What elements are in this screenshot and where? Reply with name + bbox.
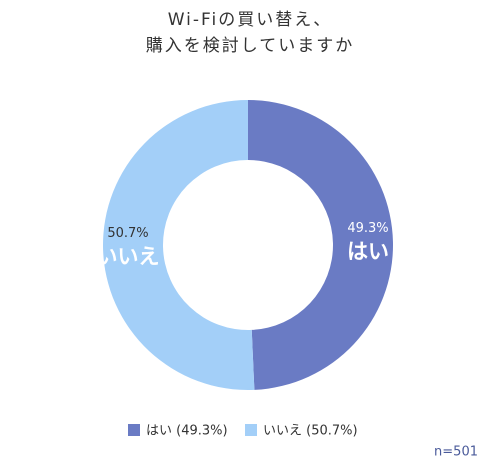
donut-slice [102,100,255,391]
value-label: 50.7% [107,226,148,241]
chart-title: 購入を検討していますか [146,36,355,56]
legend-label: いいえ (50.7%) [263,424,358,439]
category-label: はい [347,239,389,263]
donut-slice [248,100,393,390]
legend-label: はい (49.3%) [146,424,228,439]
category-label: いいえ [97,245,160,269]
value-label: 49.3% [347,221,388,236]
chart-title: Wi-Fiの買い替え、 [168,10,333,30]
sample-size-note: n=501 [434,445,478,460]
legend-swatch [128,424,140,436]
legend-swatch [245,424,257,436]
